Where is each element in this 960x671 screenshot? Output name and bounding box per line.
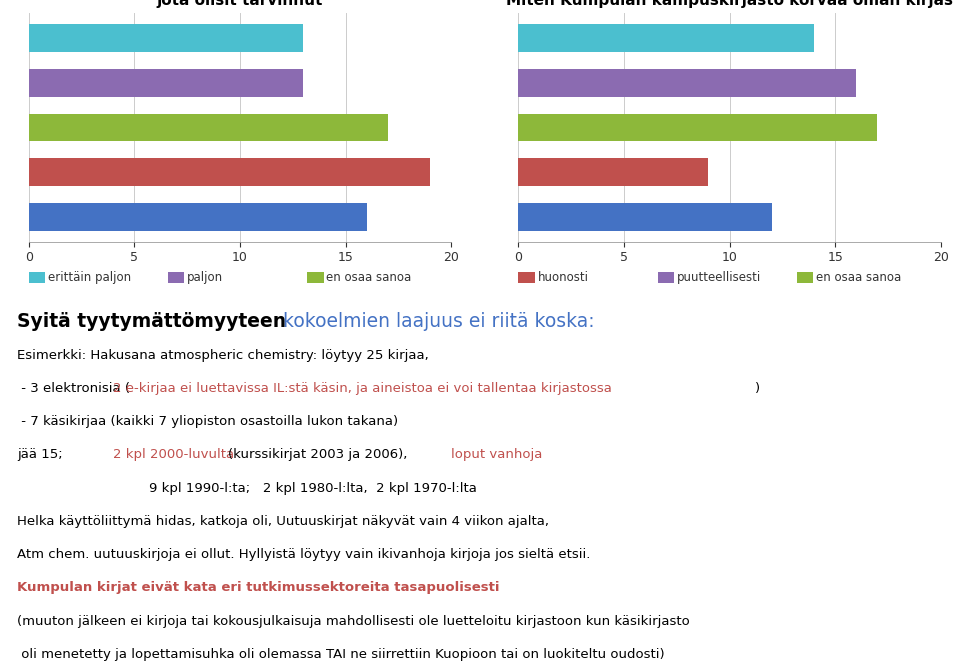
Bar xyxy=(29,158,430,187)
Text: (muuton jälkeen ei kirjoja tai kokousjulkaisuja mahdollisesti ole luetteloitu ki: (muuton jälkeen ei kirjoja tai kokousjul… xyxy=(17,615,690,627)
Text: jää 15;: jää 15; xyxy=(17,448,63,462)
Text: Esimerkki: Hakusana atmospheric chemistry: löytyy 25 kirjaa,: Esimerkki: Hakusana atmospheric chemistr… xyxy=(17,349,429,362)
Bar xyxy=(518,113,877,142)
Text: - 7 käsikirjaa (kaikki 7 yliopiston osastoilla lukon takana): - 7 käsikirjaa (kaikki 7 yliopiston osas… xyxy=(17,415,398,428)
Bar xyxy=(518,203,772,231)
Bar xyxy=(29,23,303,52)
Text: 2 e-kirjaa ei luettavissa IL:stä käsin, ja aineistoa ei voi tallentaa kirjastoss: 2 e-kirjaa ei luettavissa IL:stä käsin, … xyxy=(113,382,612,395)
Text: 2 kpl 2000-luvulta: 2 kpl 2000-luvulta xyxy=(113,448,234,462)
Text: ): ) xyxy=(755,382,759,395)
Text: loput vanhoja: loput vanhoja xyxy=(451,448,542,462)
Text: Helka käyttöliittymä hidas, katkoja oli, Uutuuskirjat näkyvät vain 4 viikon ajal: Helka käyttöliittymä hidas, katkoja oli,… xyxy=(17,515,549,528)
Text: Kumpulan kirjat eivät kata eri tutkimussektoreita tasapuolisesti: Kumpulan kirjat eivät kata eri tutkimuss… xyxy=(17,581,500,595)
Text: Atm chem. uutuuskirjoja ei ollut. Hyllyistä löytyy vain ikivanhoja kirjoja jos s: Atm chem. uutuuskirjoja ei ollut. Hyllyi… xyxy=(17,548,590,561)
Text: oli menetetty ja lopettamisuhka oli olemassa TAI ne siirrettiin Kuopioon tai on : oli menetetty ja lopettamisuhka oli olem… xyxy=(17,648,665,661)
Title: Miten Kumpulan kampuskirjasto korvaa oman kirjas: Miten Kumpulan kampuskirjasto korvaa oma… xyxy=(506,0,953,8)
Title: Menetitkö kirjoja tai muuta materiaalia
jota olisit tarvinnut: Menetitkö kirjoja tai muuta materiaalia … xyxy=(71,0,409,8)
Text: (kurssikirjat 2003 ja 2006),: (kurssikirjat 2003 ja 2006), xyxy=(228,448,407,462)
Text: paljon: paljon xyxy=(187,271,224,284)
Text: en osaa sanoa: en osaa sanoa xyxy=(816,271,901,284)
Text: kokoelmien laajuus ei riitä koska:: kokoelmien laajuus ei riitä koska: xyxy=(283,313,595,331)
Text: puutteellisesti: puutteellisesti xyxy=(677,271,761,284)
Bar xyxy=(29,113,388,142)
Bar xyxy=(518,68,856,97)
Bar xyxy=(518,158,708,187)
Text: en osaa sanoa: en osaa sanoa xyxy=(326,271,412,284)
Bar xyxy=(29,68,303,97)
Bar xyxy=(518,23,814,52)
Text: - 3 elektronisia (: - 3 elektronisia ( xyxy=(17,382,131,395)
Text: erittäin paljon: erittäin paljon xyxy=(48,271,132,284)
Bar xyxy=(29,203,367,231)
Text: huonosti: huonosti xyxy=(538,271,588,284)
Text: 9 kpl 1990-l:ta;   2 kpl 1980-l:lta,  2 kpl 1970-l:lta: 9 kpl 1990-l:ta; 2 kpl 1980-l:lta, 2 kpl… xyxy=(149,482,477,495)
Text: Syitä tyytymättömyyteen: Syitä tyytymättömyyteen xyxy=(17,313,293,331)
